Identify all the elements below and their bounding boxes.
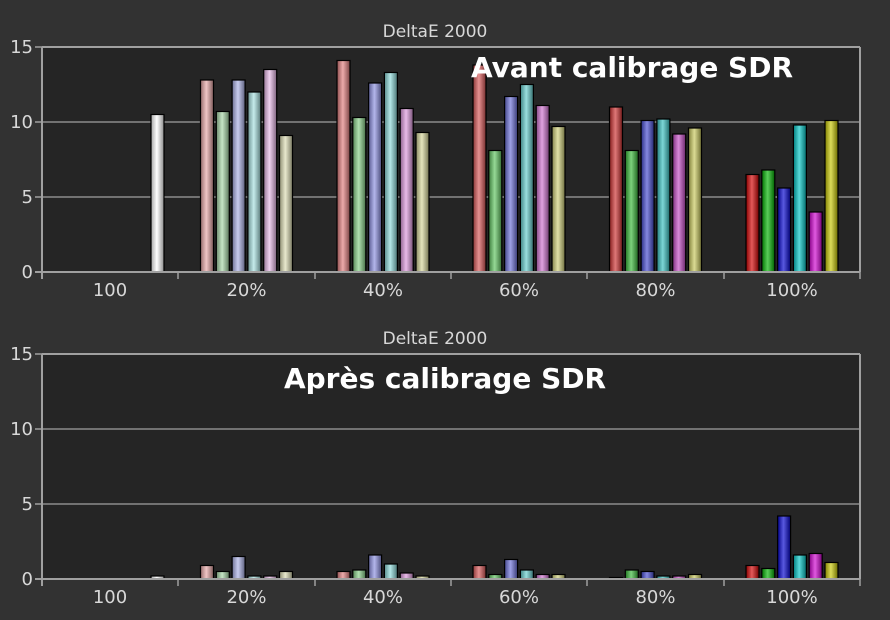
bar-80%-3 bbox=[640, 119, 655, 273]
bar-40%-1 bbox=[336, 570, 351, 580]
bar-80%-1 bbox=[608, 106, 624, 273]
bar-100%-2 bbox=[761, 567, 776, 580]
y-tick-label: 5 bbox=[22, 494, 33, 515]
bar-100%-3 bbox=[776, 187, 792, 273]
bar-60%-1 bbox=[472, 564, 487, 580]
chart-panel-1: DeltaE 2000 100 20% 40% 60% 80% 100% 0 5 10 15 Avan… bbox=[10, 22, 861, 301]
bar-20%-2 bbox=[215, 110, 230, 273]
y-tick-label: 15 bbox=[10, 344, 33, 365]
bar-80%-2 bbox=[624, 569, 639, 580]
bar-60%-1 bbox=[472, 64, 487, 273]
plot-area bbox=[42, 47, 860, 272]
bar-60%-4 bbox=[519, 569, 535, 580]
bar-40%-3 bbox=[368, 82, 383, 273]
y-tick-label: 10 bbox=[10, 419, 33, 440]
bar-100%-2 bbox=[761, 169, 776, 273]
bar-40%-6 bbox=[415, 131, 430, 273]
bar-20%-4 bbox=[247, 91, 262, 273]
bar-60%-3 bbox=[504, 95, 519, 273]
bar-100%-5 bbox=[808, 211, 823, 273]
bar-40%-3 bbox=[368, 554, 383, 580]
bar-20%-6 bbox=[278, 570, 294, 580]
bar-40%-4 bbox=[383, 563, 398, 580]
bar-100%-1 bbox=[745, 173, 760, 273]
bar-100-1 bbox=[150, 113, 165, 273]
chart-title: DeltaE 2000 bbox=[383, 22, 488, 42]
bar-80%-3 bbox=[640, 570, 655, 580]
x-tick-label: 80% bbox=[635, 280, 675, 301]
bar-80%-4 bbox=[656, 118, 671, 273]
bar-60%-3 bbox=[504, 558, 519, 580]
bar-20%-1 bbox=[199, 564, 215, 580]
x-tick-label: 60% bbox=[499, 280, 539, 301]
bar-100%-3 bbox=[776, 515, 792, 580]
chart-title: DeltaE 2000 bbox=[383, 329, 488, 349]
bar-60%-6 bbox=[551, 125, 566, 273]
overlay-label: Après calibrage SDR bbox=[284, 362, 606, 395]
x-tick-label: 100 bbox=[93, 587, 127, 608]
bar-100%-1 bbox=[745, 564, 760, 580]
bar-20%-6 bbox=[278, 134, 294, 273]
bar-20%-3 bbox=[231, 555, 246, 580]
x-tick-label: 20% bbox=[226, 587, 266, 608]
bar-40%-1 bbox=[336, 59, 351, 273]
bar-60%-4 bbox=[519, 83, 535, 273]
bar-20%-3 bbox=[231, 79, 246, 273]
y-tick-label: 10 bbox=[10, 112, 33, 133]
plot-area bbox=[42, 354, 860, 579]
y-tick-label: 0 bbox=[22, 262, 33, 283]
x-tick-label: 100 bbox=[93, 280, 127, 301]
y-tick-label: 0 bbox=[22, 569, 33, 590]
bar-60%-5 bbox=[535, 104, 550, 273]
bar-80%-2 bbox=[624, 149, 639, 273]
y-tick-label: 5 bbox=[22, 187, 33, 208]
bar-80%-6 bbox=[687, 127, 703, 273]
bar-60%-2 bbox=[488, 149, 503, 273]
bar-40%-2 bbox=[352, 569, 367, 580]
bar-20%-5 bbox=[263, 68, 278, 273]
bar-100%-4 bbox=[792, 554, 808, 580]
x-tick-label: 80% bbox=[635, 587, 675, 608]
bar-40%-2 bbox=[352, 116, 367, 273]
overlay-label: Avant calibrage SDR bbox=[471, 51, 793, 84]
bar-100%-5 bbox=[808, 552, 823, 580]
bar-100%-6 bbox=[824, 561, 839, 580]
x-tick-label: 100% bbox=[766, 587, 817, 608]
bar-100%-6 bbox=[824, 119, 839, 273]
bar-40%-5 bbox=[399, 107, 414, 273]
bar-20%-1 bbox=[199, 79, 215, 273]
x-tick-label: 100% bbox=[766, 280, 817, 301]
bar-100%-4 bbox=[792, 124, 808, 273]
y-tick-label: 15 bbox=[10, 37, 33, 58]
bar-20%-2 bbox=[215, 570, 230, 580]
x-tick-label: 40% bbox=[363, 280, 403, 301]
bar-80%-5 bbox=[672, 133, 687, 273]
chart-panel-2: DeltaE 2000 100 20% 40% 60% 80% 100% 0 5 10 15 Aprè… bbox=[10, 329, 861, 608]
bar-40%-4 bbox=[383, 71, 398, 273]
x-tick-label: 40% bbox=[363, 587, 403, 608]
x-tick-label: 60% bbox=[499, 587, 539, 608]
x-tick-label: 20% bbox=[226, 280, 266, 301]
